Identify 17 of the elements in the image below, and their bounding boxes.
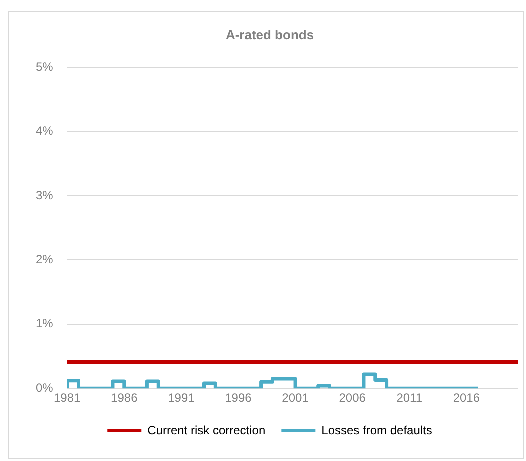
x-tick-label: 1981 <box>54 391 82 406</box>
y-tick-label: 2% <box>36 252 54 267</box>
x-tick-label: 1986 <box>111 391 138 406</box>
y-tick-label: 1% <box>36 316 54 331</box>
x-tick-label: 2001 <box>282 391 310 406</box>
legend-label: Current risk correction <box>148 423 266 438</box>
y-tick-label: 0% <box>36 380 54 395</box>
y-tick-label: 5% <box>36 60 54 74</box>
x-tick-label: 2011 <box>396 391 423 406</box>
x-tick-label: 1991 <box>168 391 196 406</box>
x-tick-label: 2006 <box>339 391 366 406</box>
x-tick-label: 1996 <box>225 391 252 406</box>
legend-label: Losses from defaults <box>322 423 432 438</box>
y-tick-label: 3% <box>36 188 54 202</box>
y-tick-label: 4% <box>36 124 54 138</box>
x-tick-label: 2016 <box>453 391 480 406</box>
chart-title: A-rated bonds <box>226 27 314 42</box>
